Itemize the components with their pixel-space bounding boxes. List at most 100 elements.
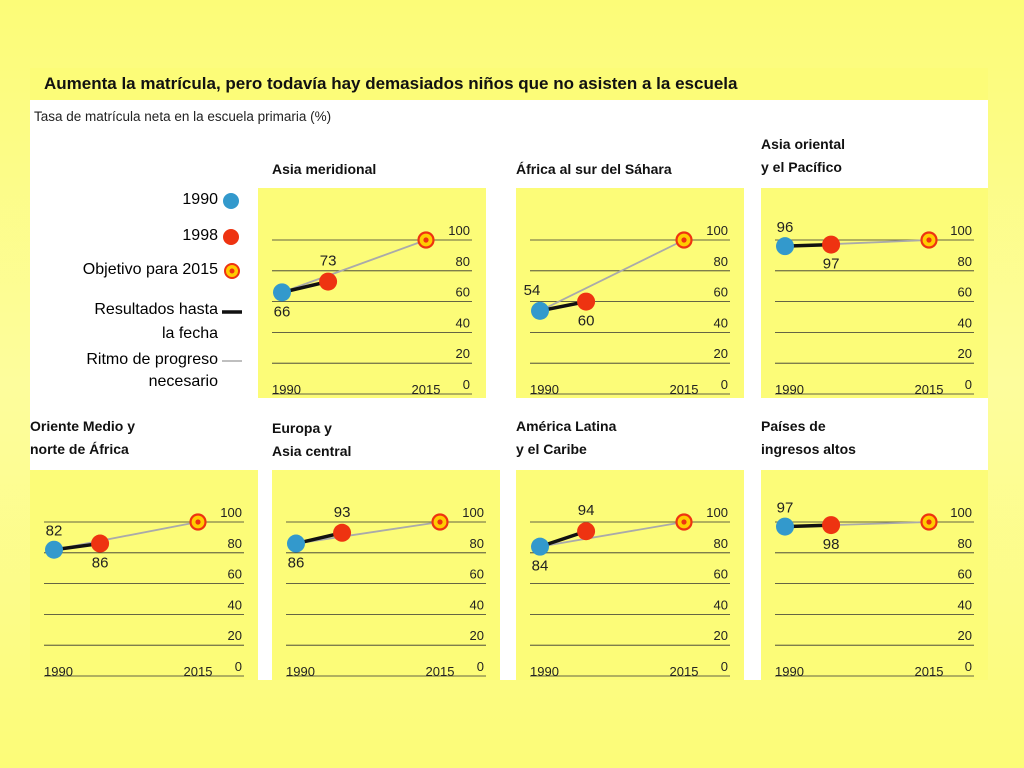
x-tick-label: 2015 — [426, 664, 455, 679]
x-tick-label: 1990 — [44, 664, 73, 679]
value-label-1998: 94 — [578, 502, 595, 519]
x-tick-label: 2015 — [670, 664, 699, 679]
x-tick-label: 2015 — [412, 382, 441, 397]
value-label-1990: 96 — [777, 219, 794, 236]
panel-title-0: Asia meridional — [272, 161, 377, 177]
y-tick-label: 80 — [958, 254, 972, 269]
legend-required-line — [222, 360, 242, 362]
point-1990 — [531, 301, 549, 320]
chart-figure: Aumenta la matrícula, pero todavía hay d… — [30, 68, 988, 680]
legend-label-1998: 1998 — [182, 227, 218, 244]
y-tick-label: 80 — [714, 254, 728, 269]
value-label-1990: 86 — [288, 555, 305, 572]
value-label-1998: 93 — [334, 504, 351, 521]
target-2015-center — [926, 519, 932, 525]
panel-background — [761, 188, 988, 398]
point-1990 — [776, 517, 794, 536]
y-tick-label: 80 — [714, 536, 728, 551]
panel-title-5: América Latina y el Caribe — [516, 418, 617, 457]
panel-background — [516, 470, 744, 680]
x-tick-label: 2015 — [915, 382, 944, 397]
legend-target-marker — [224, 263, 240, 279]
title-bar: Aumenta la matrícula, pero todavía hay d… — [30, 68, 988, 100]
x-tick-label: 1990 — [530, 664, 559, 679]
chart-title: Aumenta la matrícula, pero todavía hay d… — [44, 74, 738, 93]
y-tick-label: 100 — [706, 505, 728, 520]
value-label-1990: 84 — [532, 558, 549, 575]
panel-background — [258, 188, 486, 398]
panel-east-asia-pacific: 100 80 60 40 20 0 1990 2015 96 97 — [761, 188, 988, 398]
target-2015-center — [926, 237, 932, 243]
y-tick-label: 100 — [950, 223, 972, 238]
y-tick-label: 20 — [714, 346, 728, 361]
legend: 1990 1998 Objetivo para 2015 Resultados … — [30, 68, 252, 398]
value-label-1990: 54 — [524, 282, 541, 299]
y-tick-label: 80 — [456, 254, 470, 269]
y-tick-label: 100 — [220, 505, 242, 520]
point-1990 — [531, 537, 549, 556]
required-progress-line — [539, 521, 685, 548]
y-tick-label: 60 — [714, 567, 728, 582]
legend-1998-marker — [223, 229, 239, 245]
y-tick-label: 0 — [477, 659, 484, 674]
panel-title-4: Europa y Asia central — [272, 420, 352, 459]
required-progress-line — [539, 239, 685, 312]
y-tick-label: 20 — [958, 628, 972, 643]
legend-label-results-1: Resultados hasta — [94, 301, 218, 318]
panel-title-1: África al sur del Sáhara — [516, 161, 672, 177]
point-1998 — [822, 516, 841, 535]
point-1990 — [273, 283, 291, 302]
value-label-1998: 98 — [823, 536, 840, 553]
y-tick-label: 20 — [456, 346, 470, 361]
required-progress-line — [295, 521, 441, 545]
y-tick-label: 80 — [958, 536, 972, 551]
x-tick-label: 2015 — [184, 664, 213, 679]
point-1990 — [776, 237, 794, 256]
target-2015-center — [437, 519, 443, 525]
panel-background — [30, 470, 258, 680]
y-tick-label: 100 — [462, 505, 484, 520]
y-tick-label: 60 — [456, 285, 470, 300]
panel-title-6: Países de ingresos altos — [761, 418, 856, 457]
y-tick-label: 80 — [228, 536, 242, 551]
x-tick-label: 1990 — [775, 664, 804, 679]
point-1998 — [577, 522, 596, 541]
legend-label-required-1: Ritmo de progreso — [86, 351, 218, 368]
legend-label-target: Objetivo para 2015 — [82, 261, 218, 278]
legend-label-results-2: la fecha — [161, 325, 218, 342]
value-label-1998: 73 — [320, 253, 337, 270]
y-tick-label: 40 — [714, 315, 728, 330]
y-tick-label: 40 — [228, 597, 242, 612]
panel-south-asia: 100 80 60 40 20 0 1990 2015 66 73 — [258, 188, 486, 398]
target-2015-center — [681, 519, 687, 525]
target-2015-center — [681, 237, 687, 243]
required-progress-line — [281, 239, 427, 294]
legend-1990-marker — [223, 193, 239, 209]
y-tick-label: 0 — [463, 377, 470, 392]
legend-label-1990: 1990 — [182, 191, 218, 208]
panel-background — [272, 470, 500, 680]
y-tick-label: 40 — [470, 597, 484, 612]
legend-results-line — [222, 310, 242, 314]
value-label-1998: 97 — [823, 256, 840, 273]
y-tick-label: 60 — [958, 285, 972, 300]
legend-label-required-2: necesario — [148, 373, 218, 390]
y-tick-label: 40 — [958, 315, 972, 330]
y-tick-label: 60 — [470, 567, 484, 582]
y-tick-label: 60 — [714, 285, 728, 300]
point-1998 — [577, 292, 596, 311]
y-tick-label: 40 — [714, 597, 728, 612]
y-tick-label: 100 — [950, 505, 972, 520]
y-tick-label: 20 — [228, 628, 242, 643]
target-2015-center — [423, 237, 429, 243]
y-tick-label: 0 — [721, 377, 728, 392]
panel-middle-east-north-africa: 100 80 60 40 20 0 1990 2015 82 86 — [30, 470, 258, 680]
target-2015-center — [195, 519, 201, 525]
y-tick-label: 0 — [235, 659, 242, 674]
y-tick-label: 20 — [470, 628, 484, 643]
value-label-1990: 82 — [46, 523, 63, 540]
point-1998 — [319, 272, 338, 291]
y-tick-label: 80 — [470, 536, 484, 551]
point-1998 — [822, 235, 841, 254]
x-tick-label: 1990 — [530, 382, 559, 397]
